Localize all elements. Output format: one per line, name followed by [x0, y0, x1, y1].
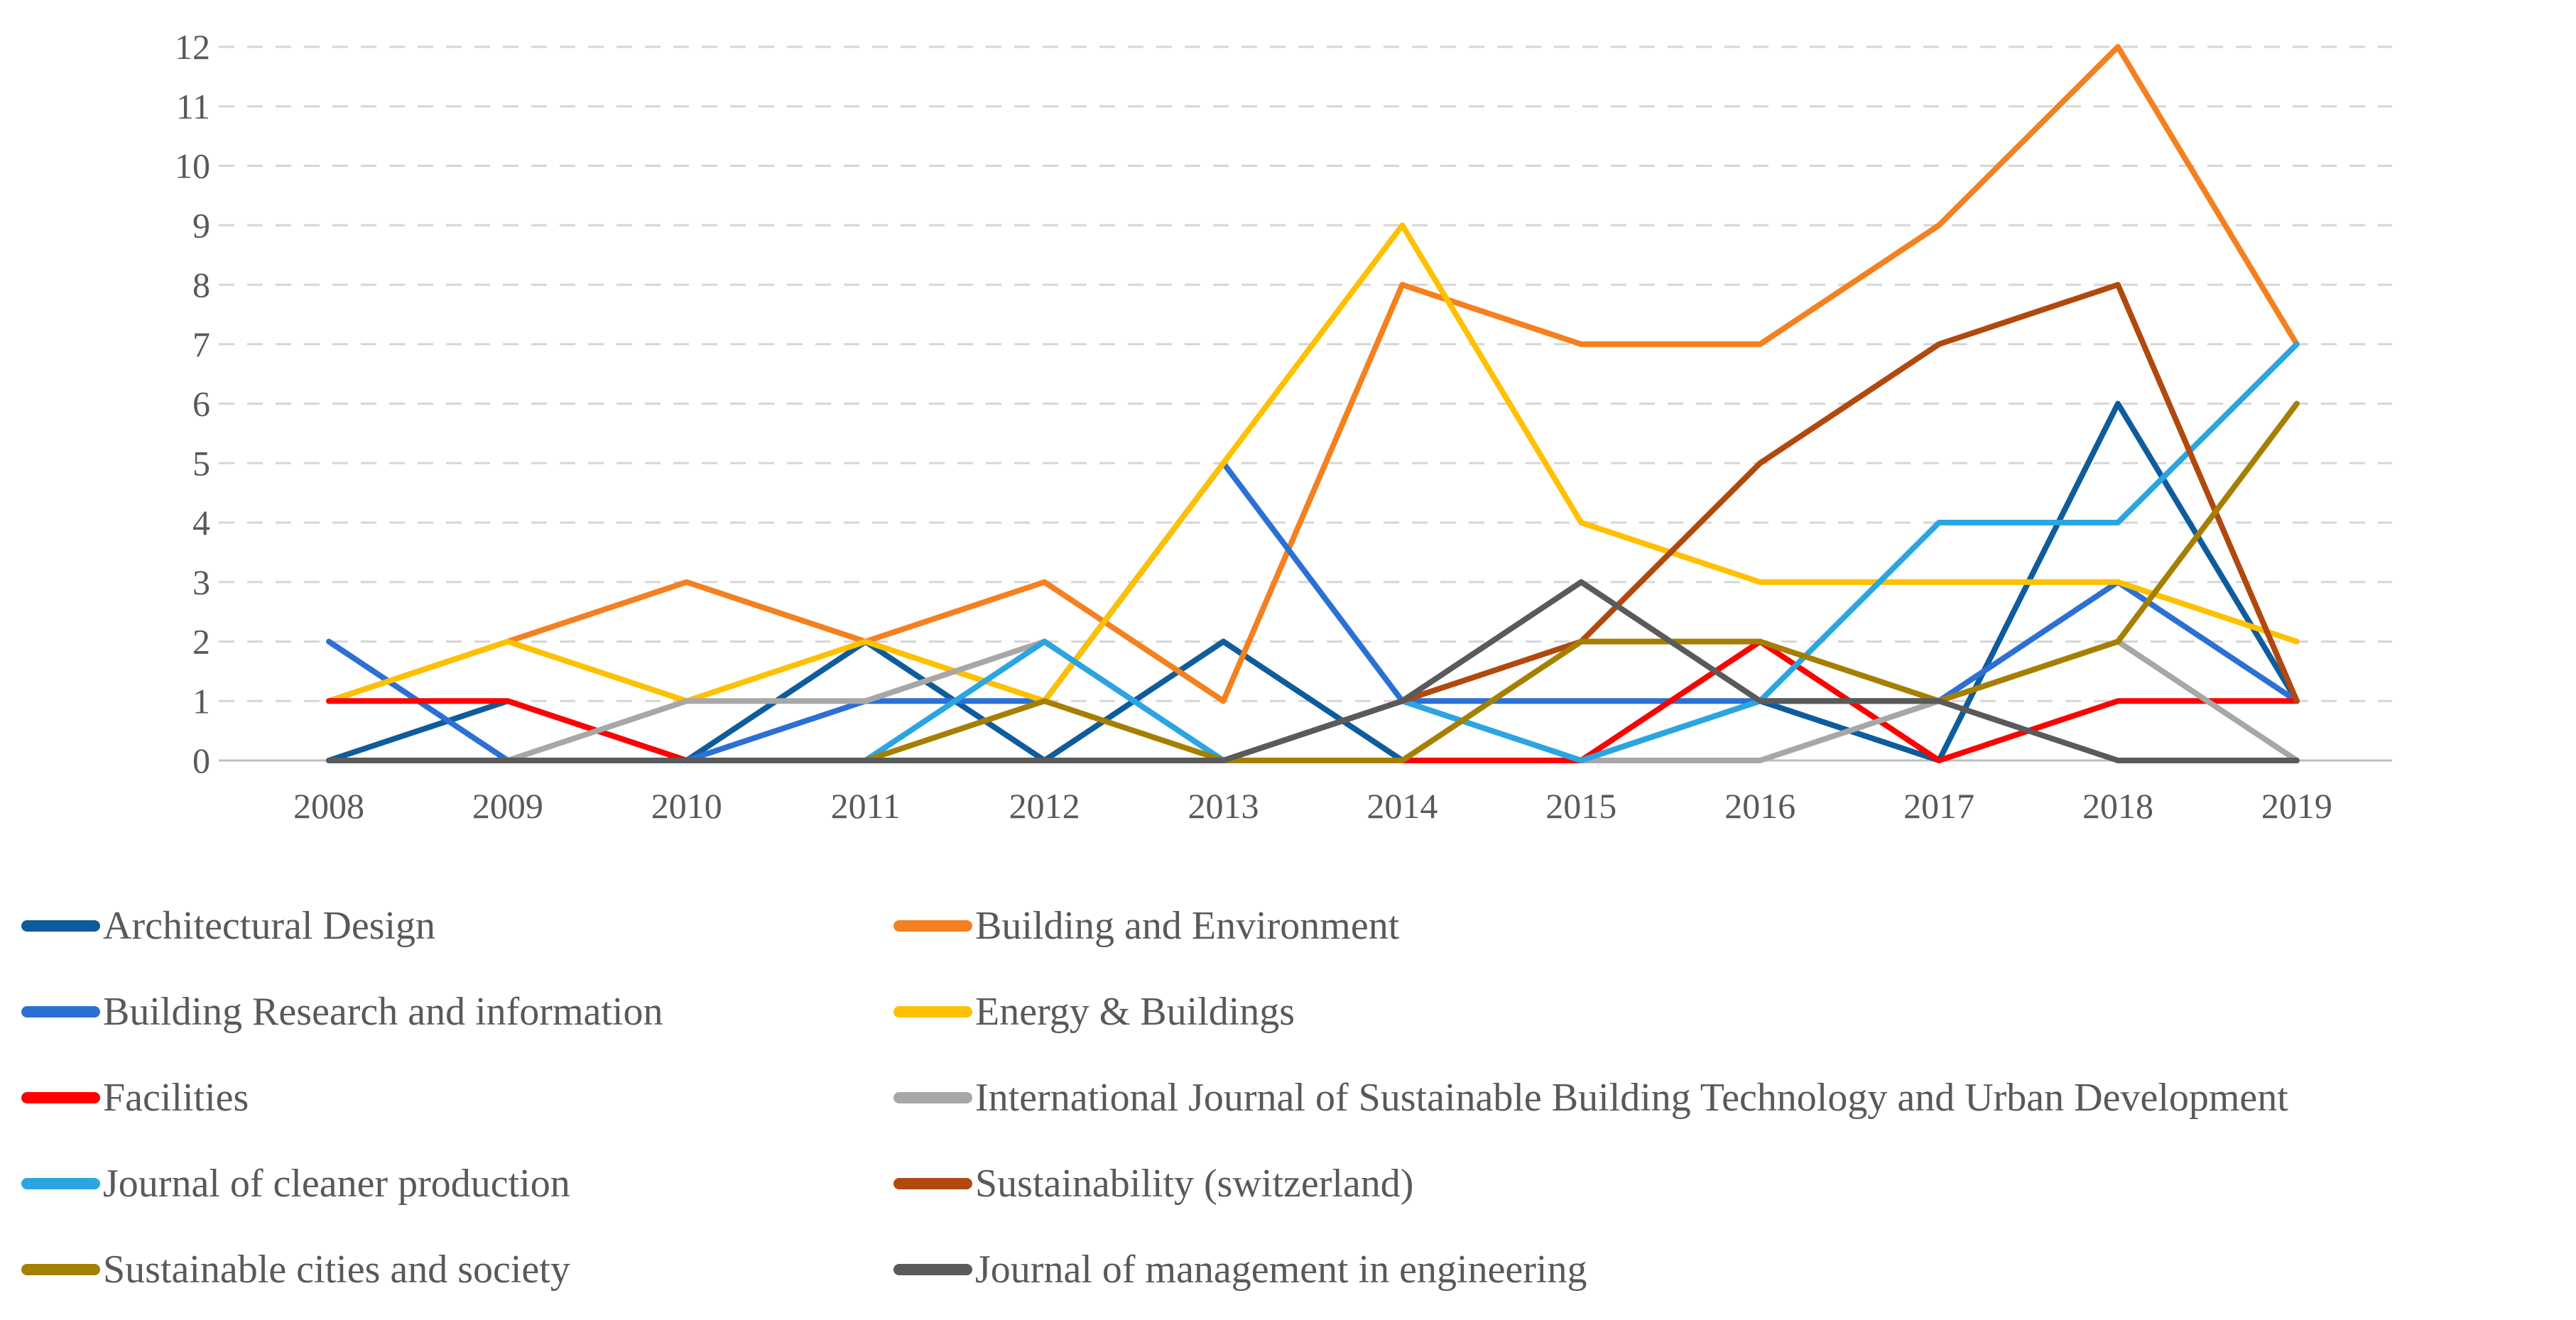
x-tick-label-2012: 2012 [1009, 786, 1080, 826]
legend-label: International Journal of Sustainable Bui… [975, 1076, 2288, 1120]
y-tick-label-9: 9 [192, 205, 210, 245]
y-tick-label-6: 6 [192, 384, 210, 424]
x-tick-label-2016: 2016 [1724, 786, 1795, 826]
legend-line-marker-icon [21, 920, 100, 932]
legend-label: Sustainability (switzerland) [975, 1162, 1414, 1206]
legend-line-marker-icon [893, 920, 972, 932]
x-tick-label-2019: 2019 [2261, 786, 2332, 826]
legend-line-marker-icon [893, 1264, 972, 1275]
x-tick-label-2014: 2014 [1366, 786, 1438, 826]
legend-line-marker-icon [893, 1178, 972, 1189]
x-tick-label-2009: 2009 [472, 786, 543, 826]
y-tick-label-4: 4 [192, 503, 210, 542]
legend-item-energy-buildings: Energy & Buildings [893, 989, 2288, 1035]
legend-item-journal-of-cleaner-production: Journal of cleaner production [21, 1161, 663, 1206]
legend-label: Building Research and information [103, 990, 663, 1034]
legend-line-marker-icon [21, 1264, 100, 1275]
x-tick-label-2013: 2013 [1188, 786, 1259, 826]
legend-label: Sustainable cities and society [103, 1248, 570, 1292]
legend-label: Energy & Buildings [975, 990, 1295, 1034]
legend-item-building-research-and-information: Building Research and information [21, 989, 663, 1035]
legend-line-marker-icon [21, 1178, 100, 1189]
series-line-journal-of-management-in-engineering [326, 579, 2300, 763]
y-tick-label-12: 12 [175, 27, 210, 67]
y-tick-label-2: 2 [192, 622, 210, 662]
x-tick-label-2015: 2015 [1545, 786, 1616, 826]
legend-label: Journal of management in engineering [975, 1248, 1587, 1292]
y-tick-label-5: 5 [192, 443, 210, 483]
legend-label: Architectural Design [103, 904, 436, 948]
legend-item-journal-of-management-in-engineering: Journal of management in engineering [893, 1247, 2288, 1292]
legend-item-facilities: Facilities [21, 1075, 663, 1120]
y-tick-label-11: 11 [176, 87, 210, 126]
legend-label: Building and Environment [975, 904, 1400, 948]
series-line-energy-buildings [326, 222, 2300, 704]
legend-item-international-journal-of-sustainable-building-technology-and-urban-development: International Journal of Sustainable Bui… [893, 1075, 2288, 1120]
legend-column-1: Building and Environment Energy & Buildin… [893, 903, 2288, 1292]
y-tick-label-8: 8 [192, 265, 210, 305]
series-line-building-and-environment [326, 44, 2300, 704]
legend-line-marker-icon [21, 1006, 100, 1018]
y-tick-label-0: 0 [192, 741, 210, 780]
legend-item-sustainability-switzerland: Sustainability (switzerland) [893, 1161, 2288, 1206]
legend-item-architectural-design: Architectural Design [21, 903, 663, 949]
series-line-building-research-and-information [326, 460, 2300, 763]
y-tick-label-10: 10 [175, 146, 210, 186]
legend-column-0: Architectural Design Building Research an… [21, 903, 663, 1292]
y-tick-label-7: 7 [192, 324, 210, 364]
y-tick-label-1: 1 [192, 681, 210, 721]
x-tick-label-2017: 2017 [1903, 786, 1974, 826]
legend-line-marker-icon [21, 1092, 100, 1103]
legend-item-sustainable-cities-and-society: Sustainable cities and society [21, 1247, 663, 1292]
x-tick-label-2010: 2010 [651, 786, 722, 826]
y-tick-label-3: 3 [192, 562, 210, 602]
legend-line-marker-icon [893, 1006, 972, 1018]
x-tick-label-2011: 2011 [831, 786, 901, 826]
x-tick-label-2008: 2008 [293, 786, 364, 826]
legend-line-marker-icon [893, 1092, 972, 1103]
legend-label: Facilities [103, 1076, 249, 1120]
legend-label: Journal of cleaner production [103, 1162, 570, 1206]
x-tick-label-2018: 2018 [2082, 786, 2153, 826]
legend-item-building-and-environment: Building and Environment [893, 903, 2288, 949]
